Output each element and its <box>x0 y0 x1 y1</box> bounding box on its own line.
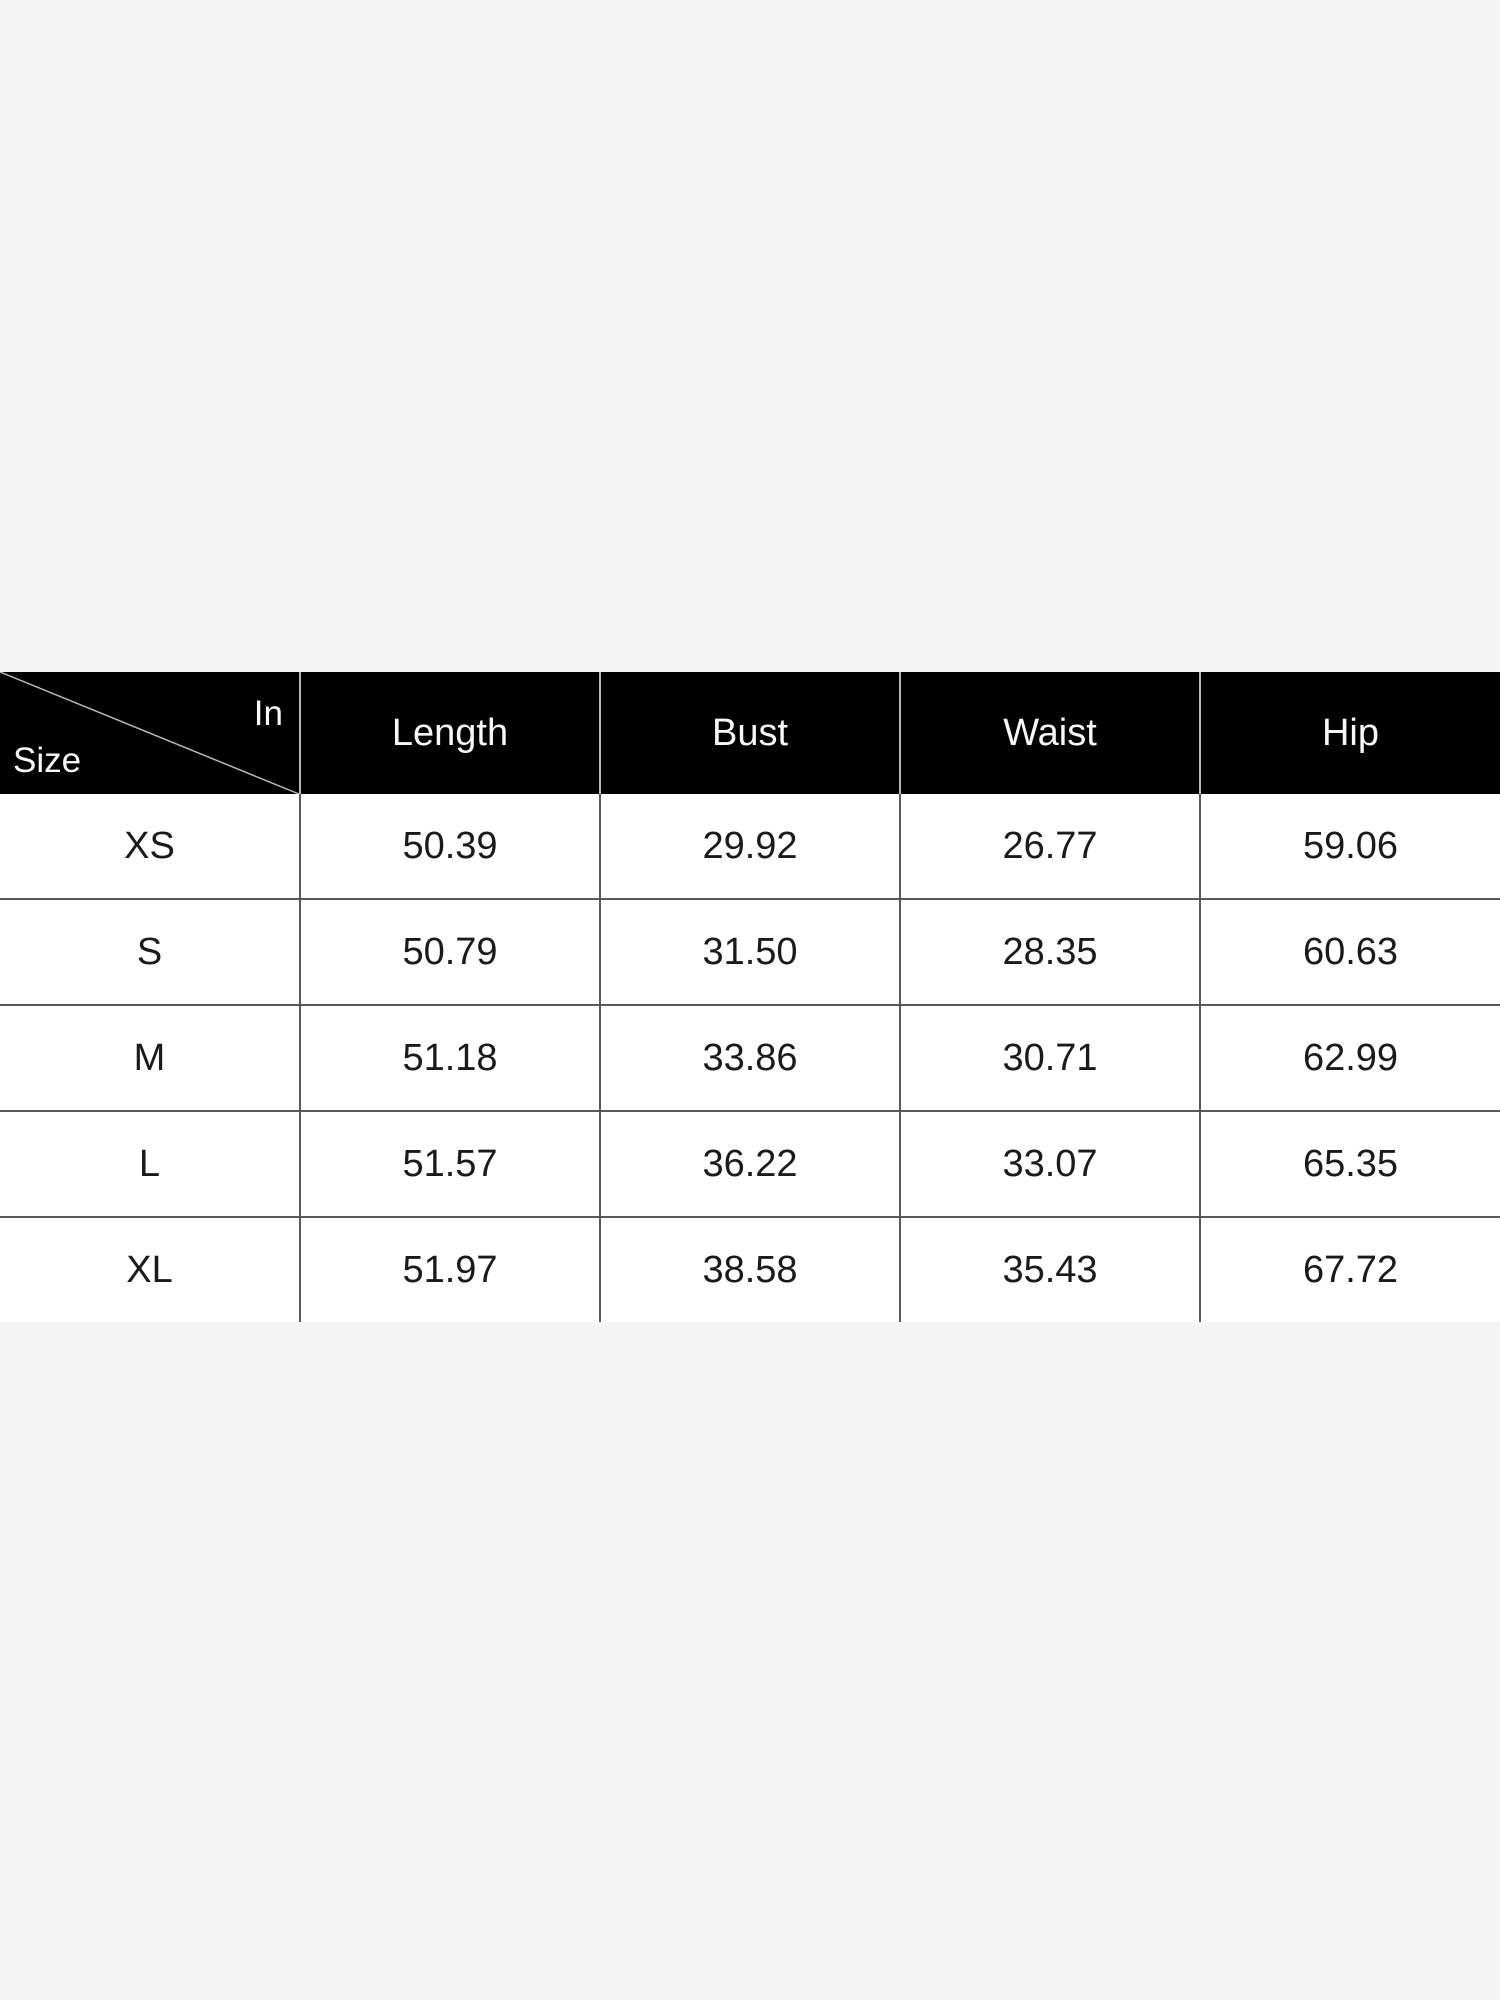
measurement-cell: 28.35 <box>899 898 1200 1005</box>
measurement-cell: 36.22 <box>599 1110 900 1217</box>
measurement-cell: 26.77 <box>899 794 1200 899</box>
size-cell: M <box>0 1004 300 1111</box>
size-unit-corner-cell: In Size <box>0 672 300 794</box>
measurement-cell: 50.79 <box>299 898 600 1005</box>
measurement-cell: 30.71 <box>899 1004 1200 1111</box>
measurement-cell: 67.72 <box>1199 1216 1500 1322</box>
size-label: Size <box>13 741 82 780</box>
diagonal-divider-line <box>0 672 299 794</box>
measurement-cell: 51.18 <box>299 1004 600 1111</box>
column-header-waist: Waist <box>899 672 1200 794</box>
table-row: M 51.18 33.86 30.71 62.99 <box>0 1004 1500 1111</box>
column-header-hip: Hip <box>1199 672 1500 794</box>
table-row: S 50.79 31.50 28.35 60.63 <box>0 898 1500 1005</box>
measurement-cell: 38.58 <box>599 1216 900 1322</box>
column-header-bust: Bust <box>599 672 900 794</box>
size-cell: S <box>0 898 300 1005</box>
measurement-cell: 33.07 <box>899 1110 1200 1217</box>
measurement-cell: 31.50 <box>599 898 900 1005</box>
measurement-cell: 29.92 <box>599 794 900 899</box>
measurement-cell: 50.39 <box>299 794 600 899</box>
size-cell: XS <box>0 794 300 899</box>
measurement-cell: 60.63 <box>1199 898 1500 1005</box>
column-header-length: Length <box>299 672 600 794</box>
unit-label: In <box>253 694 283 733</box>
size-cell: XL <box>0 1216 300 1322</box>
table-row: L 51.57 36.22 33.07 65.35 <box>0 1110 1500 1217</box>
measurement-cell: 62.99 <box>1199 1004 1500 1111</box>
measurement-cell: 35.43 <box>899 1216 1200 1322</box>
measurement-cell: 51.97 <box>299 1216 600 1322</box>
measurement-cell: 59.06 <box>1199 794 1500 899</box>
measurement-cell: 33.86 <box>599 1004 900 1111</box>
table-row: XS 50.39 29.92 26.77 59.06 <box>0 794 1500 899</box>
size-chart-table: In Size Length Bust Waist Hip XS 50.39 29.… <box>0 672 1500 1322</box>
header-row: In Size Length Bust Waist Hip <box>0 672 1500 794</box>
size-cell: L <box>0 1110 300 1217</box>
measurement-cell: 65.35 <box>1199 1110 1500 1217</box>
table-row: XL 51.97 38.58 35.43 67.72 <box>0 1216 1500 1322</box>
measurement-cell: 51.57 <box>299 1110 600 1217</box>
